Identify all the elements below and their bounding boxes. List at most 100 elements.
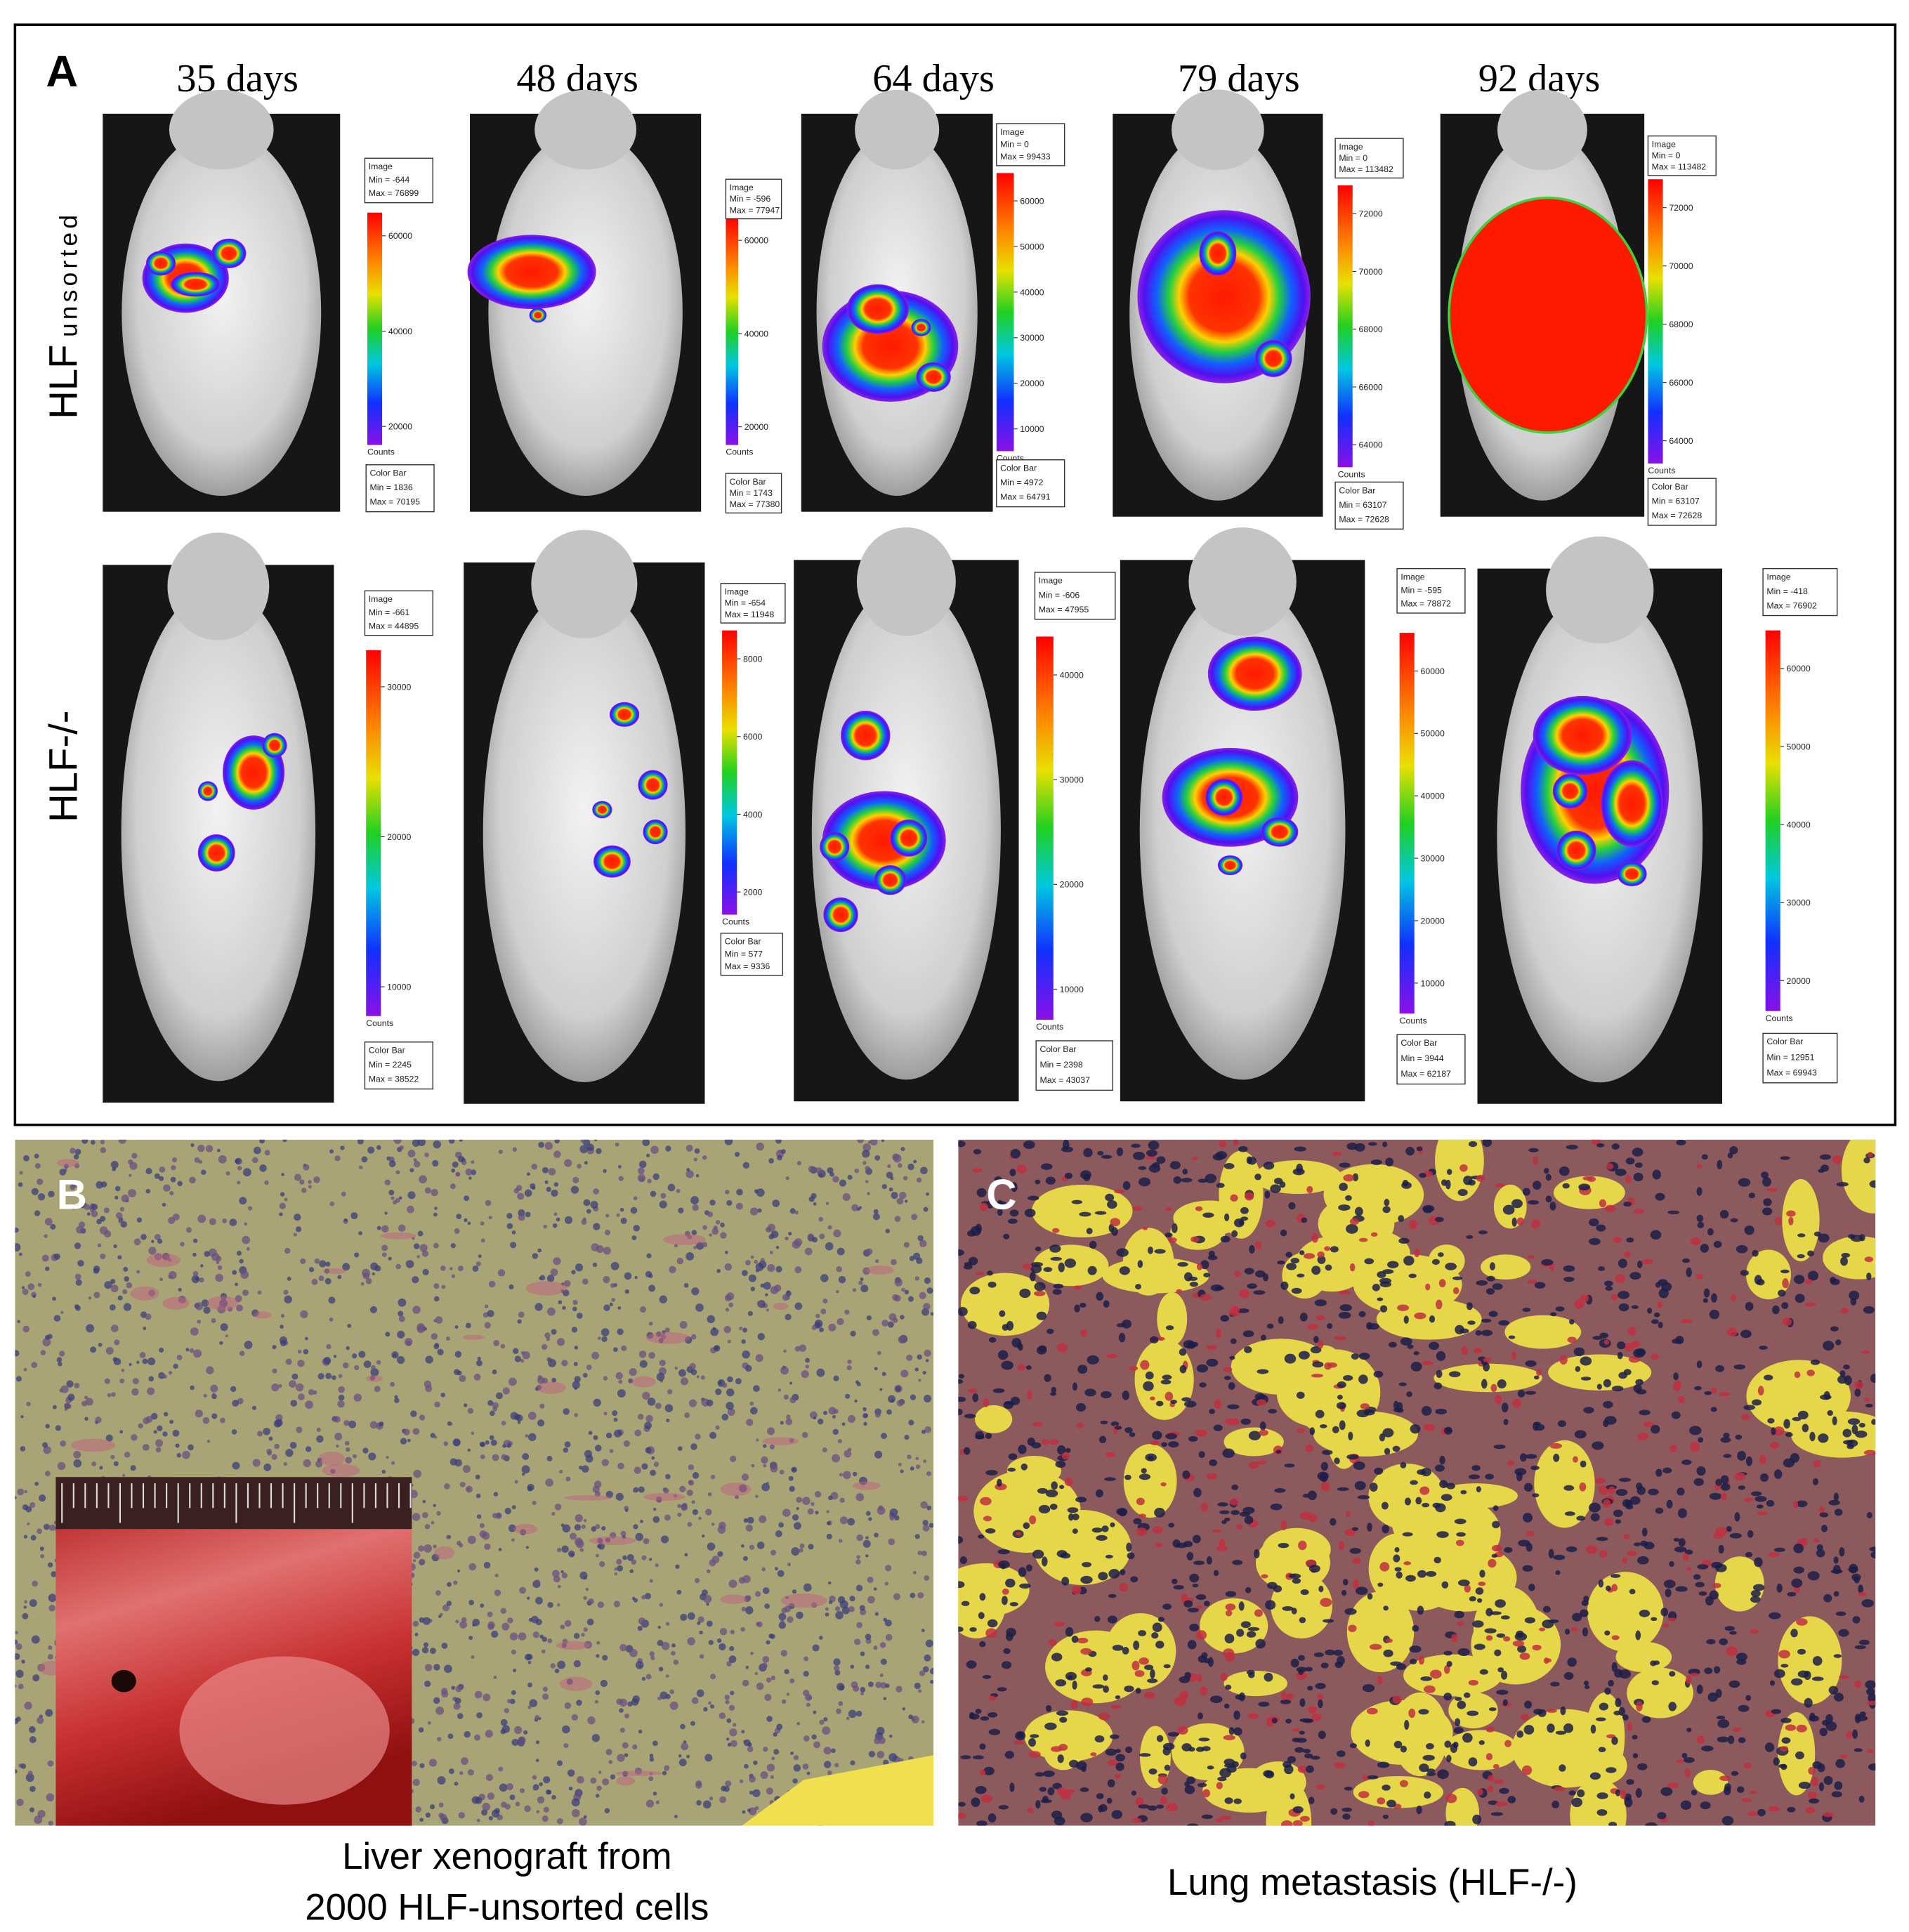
nucleus bbox=[1459, 1164, 1468, 1172]
nucleus bbox=[430, 1804, 435, 1810]
nucleus bbox=[15, 1684, 17, 1688]
nucleus bbox=[710, 1674, 716, 1680]
nucleus bbox=[342, 1362, 349, 1369]
nucleus bbox=[1367, 1322, 1379, 1330]
nucleus bbox=[855, 1710, 862, 1717]
nucleus bbox=[468, 1599, 475, 1605]
nucleus bbox=[742, 1556, 748, 1561]
nucleus bbox=[707, 1492, 712, 1497]
nucleus bbox=[592, 1262, 598, 1268]
nucleus bbox=[632, 1744, 638, 1750]
nucleus bbox=[1300, 1589, 1309, 1596]
nucleus bbox=[1476, 1789, 1484, 1796]
nucleus bbox=[1131, 1790, 1137, 1796]
nucleus bbox=[753, 1760, 758, 1766]
nucleus bbox=[1084, 1667, 1092, 1672]
nucleus bbox=[921, 1629, 925, 1633]
nucleus bbox=[1056, 1550, 1068, 1558]
nucleus bbox=[1248, 1672, 1255, 1678]
nucleus bbox=[1348, 1431, 1353, 1440]
nucleus bbox=[67, 1393, 75, 1401]
nucleus bbox=[362, 1268, 371, 1277]
nucleus bbox=[1528, 1200, 1539, 1205]
nucleus bbox=[881, 1433, 887, 1440]
nucleus bbox=[874, 1737, 881, 1744]
nucleus bbox=[1296, 1163, 1304, 1174]
nucleus bbox=[1143, 1691, 1155, 1699]
nucleus bbox=[1122, 1319, 1132, 1329]
nucleus bbox=[863, 1421, 867, 1426]
nucleus bbox=[1596, 1224, 1606, 1232]
nucleus bbox=[1189, 1623, 1200, 1631]
nucleus bbox=[553, 1150, 561, 1158]
nucleus bbox=[650, 1655, 655, 1661]
nucleus bbox=[218, 1155, 227, 1164]
nucleus bbox=[1635, 1630, 1641, 1641]
nucleus bbox=[782, 1509, 791, 1517]
nucleus bbox=[150, 1412, 158, 1420]
nucleus bbox=[1568, 1790, 1576, 1796]
nucleus bbox=[1724, 1783, 1731, 1792]
nucleus bbox=[465, 1168, 473, 1176]
nucleus bbox=[728, 1579, 737, 1589]
nucleus bbox=[1785, 1432, 1793, 1438]
nucleus bbox=[799, 1344, 807, 1352]
nucleus bbox=[793, 1764, 801, 1772]
color-bar bbox=[726, 217, 738, 445]
nucleus bbox=[594, 1700, 598, 1704]
stroma bbox=[381, 1232, 416, 1240]
nucleus bbox=[763, 1444, 767, 1448]
nucleus bbox=[883, 1759, 889, 1766]
nucleus bbox=[1051, 1746, 1063, 1752]
nucleus bbox=[695, 1174, 700, 1178]
nucleus bbox=[1274, 1488, 1286, 1493]
nucleus bbox=[1858, 1423, 1865, 1428]
nucleus bbox=[1223, 1367, 1233, 1373]
nucleus bbox=[370, 1262, 379, 1270]
nucleus bbox=[846, 1365, 852, 1371]
nucleus bbox=[609, 1302, 613, 1307]
nucleus bbox=[1156, 1804, 1165, 1809]
nucleus bbox=[1868, 1151, 1873, 1158]
nucleus bbox=[634, 1466, 641, 1474]
nucleus bbox=[1651, 1353, 1659, 1360]
nucleus bbox=[1522, 1307, 1531, 1313]
nucleus bbox=[1254, 1609, 1263, 1617]
nucleus bbox=[1230, 1338, 1237, 1344]
nucleus bbox=[602, 1778, 610, 1786]
nucleus bbox=[473, 1374, 481, 1381]
nucleus bbox=[73, 1450, 81, 1459]
nucleus bbox=[1573, 1347, 1585, 1357]
nucleus bbox=[376, 1145, 381, 1150]
counts-label: Counts bbox=[1036, 1022, 1063, 1032]
nucleus bbox=[162, 1431, 168, 1437]
nucleus bbox=[574, 1346, 579, 1350]
nucleus bbox=[739, 1326, 743, 1331]
nucleus bbox=[428, 1759, 438, 1767]
nucleus bbox=[1081, 1697, 1094, 1707]
nucleus bbox=[257, 1290, 262, 1295]
nucleus bbox=[145, 1415, 153, 1423]
nucleus bbox=[911, 1214, 918, 1221]
nucleus bbox=[37, 1716, 44, 1724]
nucleus bbox=[1651, 1424, 1660, 1434]
nucleus bbox=[819, 1327, 824, 1333]
nucleus bbox=[1786, 1210, 1796, 1217]
nucleus bbox=[504, 1803, 511, 1810]
nucleus bbox=[1410, 1424, 1421, 1434]
nucleus bbox=[480, 1454, 485, 1459]
image-info-box bbox=[1762, 567, 1838, 617]
nucleus bbox=[433, 1697, 440, 1704]
nucleus bbox=[726, 1200, 733, 1207]
nucleus bbox=[596, 1245, 604, 1254]
nucleus bbox=[875, 1681, 882, 1688]
nucleus bbox=[1127, 1552, 1135, 1560]
nucleus bbox=[1864, 1398, 1870, 1402]
nucleus bbox=[1292, 1820, 1303, 1826]
nucleus bbox=[1197, 1782, 1207, 1787]
nucleus bbox=[91, 1203, 98, 1211]
nucleus bbox=[1160, 1379, 1172, 1385]
nucleus bbox=[762, 1655, 770, 1663]
nucleus bbox=[762, 1587, 770, 1594]
nucleus bbox=[337, 1275, 342, 1280]
